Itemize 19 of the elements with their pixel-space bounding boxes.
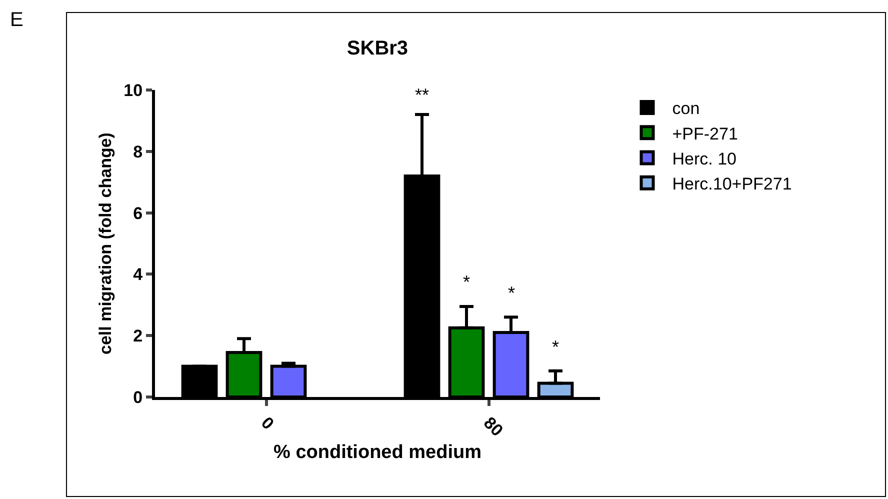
legend-label: +PF-271 bbox=[672, 124, 738, 144]
y-tick-label: 10 bbox=[124, 80, 143, 100]
x-tick-label: 80 bbox=[480, 413, 507, 440]
y-tick-label: 6 bbox=[133, 204, 143, 223]
legend-label: Herc.10+PF271 bbox=[672, 174, 792, 194]
legend-label: con bbox=[672, 99, 700, 118]
legend-label: Herc. 10 bbox=[672, 149, 736, 168]
annotation: * bbox=[463, 272, 470, 292]
x-axis-title: % conditioned medium bbox=[274, 442, 482, 463]
y-tick-label: 8 bbox=[133, 142, 143, 162]
y-tick-label: 4 bbox=[133, 265, 144, 284]
y-axis-title: cell migration (fold change) bbox=[96, 132, 116, 354]
y-tick-label: 0 bbox=[133, 388, 143, 407]
y-tick-label: 2 bbox=[133, 326, 143, 346]
annotation: * bbox=[552, 337, 560, 357]
text: E bbox=[10, 9, 24, 31]
annotation: ** bbox=[415, 85, 430, 105]
chart-title: SKBr3 bbox=[346, 37, 408, 60]
annotation: * bbox=[508, 283, 516, 303]
